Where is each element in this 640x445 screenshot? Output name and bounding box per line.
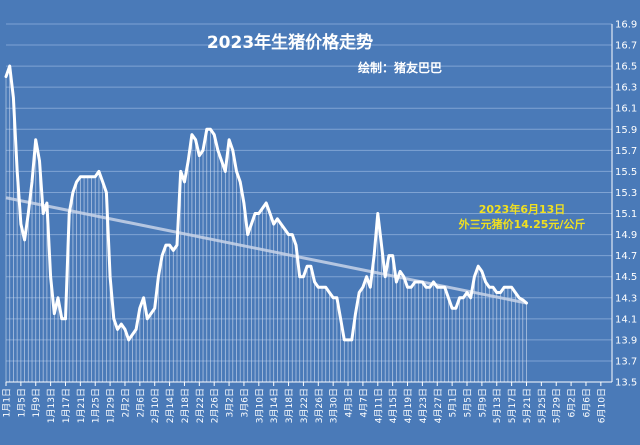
y-tick-label-5: 14.5	[615, 272, 637, 283]
x-tick-label-17: 3月10日	[254, 388, 265, 423]
y-tick-label-7: 14.9	[615, 230, 637, 241]
y-tick-label-4: 14.3	[615, 293, 637, 304]
x-tick-label-1: 1月5日	[16, 388, 27, 417]
x-tick-label-35: 5月21日	[522, 388, 533, 423]
y-tick-label-2: 13.9	[615, 335, 637, 346]
y-tick-label-12: 15.9	[615, 125, 637, 136]
x-tick-label-33: 5月13日	[492, 388, 503, 423]
drop-lines	[5, 66, 527, 382]
x-tick-label-26: 4月15日	[388, 388, 399, 423]
y-tick-label-16: 16.7	[615, 41, 637, 52]
x-tick-label-9: 2月6日	[135, 388, 146, 417]
x-tick-label-34: 5月17日	[507, 388, 518, 423]
x-tick-label-5: 1月21日	[76, 388, 87, 423]
x-axis: 1月1日 1月5日 1月9日 1月13日 1月17日 1月21日 1月25日 1月29日 2月2…	[2, 382, 607, 423]
annotation-date: 2023年6月13日	[479, 202, 566, 216]
y-tick-label-13: 16.1	[615, 104, 637, 115]
y-tick-label-3: 14.1	[615, 314, 637, 325]
y-tick-label-11: 15.7	[615, 146, 637, 157]
chart-title: 2023年生猪价格走势	[207, 32, 373, 53]
x-tick-label-29: 4月27日	[433, 388, 444, 423]
x-tick-label-7: 1月29日	[106, 388, 117, 423]
x-tick-label-4: 1月17日	[61, 388, 72, 423]
x-tick-label-32: 5月9日	[477, 388, 488, 417]
x-tick-label-10: 2月10日	[150, 388, 161, 423]
x-tick-label-20: 3月22日	[299, 388, 310, 423]
x-tick-label-39: 6月6日	[581, 388, 592, 417]
x-tick-label-12: 2月18日	[180, 388, 191, 423]
y-tick-label-9: 15.3	[615, 188, 637, 199]
x-tick-label-19: 3月18日	[284, 388, 295, 423]
y-tick-label-14: 16.3	[615, 83, 637, 94]
x-tick-label-2: 1月9日	[31, 388, 42, 417]
x-tick-label-37: 5月29日	[552, 388, 563, 423]
x-tick-label-21: 3月26日	[314, 388, 325, 423]
x-tick-label-28: 4月23日	[418, 388, 429, 423]
y-tick-label-17: 16.9	[615, 20, 637, 31]
x-tick-label-40: 6月10日	[596, 388, 607, 423]
y-tick-label-8: 15.1	[615, 209, 637, 220]
y-axis: 13.5 13.7 13.9 14.1 14.3 14.5 14.7 14.9 15.1 15.3…	[6, 20, 637, 389]
x-tick-label-0: 1月1日	[2, 388, 13, 417]
x-tick-label-16: 3月6日	[239, 388, 250, 417]
x-tick-label-14: 2月26日	[210, 388, 221, 423]
x-tick-label-3: 1月13日	[46, 388, 57, 423]
x-tick-label-24: 4月7日	[358, 388, 369, 417]
chart-subtitle: 绘制：猪友巴巴	[358, 60, 442, 75]
y-tick-label-15: 16.5	[615, 62, 637, 73]
y-tick-label-6: 14.7	[615, 251, 637, 262]
x-tick-label-6: 1月25日	[91, 388, 102, 423]
x-tick-label-15: 3月2日	[225, 388, 236, 417]
x-tick-label-30: 5月1日	[448, 388, 459, 417]
price-series-line	[4, 64, 528, 342]
x-tick-label-11: 2月14日	[165, 388, 176, 423]
x-tick-label-38: 6月2日	[567, 388, 578, 417]
x-tick-label-36: 5月25日	[537, 388, 548, 423]
x-tick-label-13: 2月22日	[195, 388, 206, 423]
x-tick-label-22: 3月30日	[329, 388, 340, 423]
trend-line	[5, 196, 527, 305]
y-tick-label-0: 13.5	[615, 378, 637, 389]
x-tick-label-31: 5月5日	[463, 388, 474, 417]
x-tick-label-8: 2月2日	[120, 388, 131, 417]
price-line	[4, 64, 528, 342]
y-tick-label-10: 15.5	[615, 167, 637, 178]
x-tick-label-23: 4月3日	[344, 388, 355, 417]
x-tick-label-18: 3月14日	[269, 388, 280, 423]
x-tick-label-27: 4月19日	[403, 388, 414, 423]
y-tick-label-1: 13.7	[615, 356, 637, 367]
x-tick-label-25: 4月11日	[373, 388, 384, 423]
annotation-price: 外三元猪价14.25元/公斤	[458, 217, 586, 231]
